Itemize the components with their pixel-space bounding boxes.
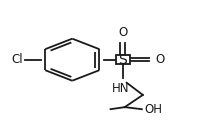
Text: OH: OH: [144, 103, 162, 116]
Text: Cl: Cl: [11, 53, 23, 66]
Text: S: S: [118, 53, 126, 67]
Text: O: O: [117, 26, 127, 39]
Bar: [115, 55, 129, 64]
Text: O: O: [154, 53, 163, 66]
Text: HN: HN: [111, 82, 129, 95]
